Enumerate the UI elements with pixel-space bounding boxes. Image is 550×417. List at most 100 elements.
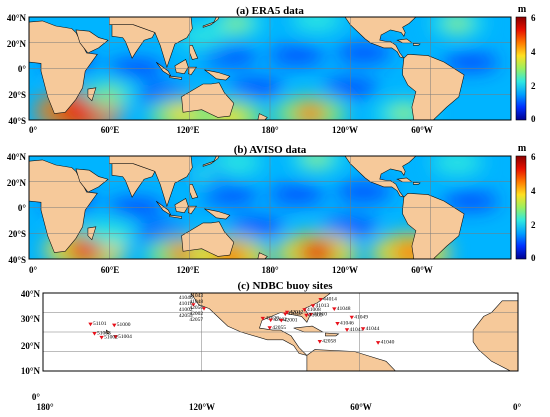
x-tick-label: 0°	[29, 265, 38, 275]
gridlines	[29, 17, 511, 120]
colorbar-tick: 6	[531, 152, 536, 162]
wave-height-peak	[192, 168, 214, 183]
buoy-label: 42058	[322, 339, 336, 345]
land-nz	[257, 113, 268, 120]
buoy-marker	[310, 304, 316, 308]
land-hispaniola	[325, 332, 340, 337]
x-tick-label: 60°W	[350, 402, 372, 412]
low-wave-region	[335, 182, 392, 203]
x-tick-label: 120°W	[189, 402, 215, 412]
x-axis: 180° 120°W 60°W 0°	[36, 402, 521, 412]
buoy-marker	[317, 340, 322, 344]
buoy-label: 42002	[189, 311, 203, 317]
y-tick-label: 40°N	[7, 13, 27, 23]
y-tick-label: 40°N	[21, 289, 41, 299]
buoy-marker	[308, 313, 313, 317]
x-axis: 0° 60°E 120°E 180° 120°W 60°W	[29, 125, 433, 135]
panel-aviso: (b) AVISO data 40°N 20°N 0° 20°S 40°S 0°…	[7, 143, 536, 275]
buoy-marker	[302, 308, 307, 312]
land-borneo	[174, 59, 189, 75]
land-borneo	[174, 198, 189, 214]
land-northamerica	[344, 17, 417, 59]
x-tick-label: 180°	[36, 402, 54, 412]
x-axis: 0° 60°E 120°E 180° 120°W 60°W	[29, 265, 433, 275]
buoy-label: 41048	[189, 299, 203, 305]
buoy-label: 41010	[313, 312, 327, 318]
buoy-label: 42012	[290, 309, 304, 315]
wave-height-peak	[305, 17, 329, 27]
y-tick-label: 40°N	[7, 152, 27, 162]
y-tick-label: 30°N	[21, 314, 41, 324]
buoy-marker	[88, 322, 93, 327]
buoy-marker	[99, 335, 104, 340]
land-hispaniola	[413, 182, 421, 185]
low-wave-region	[442, 52, 499, 73]
panel-era5: (a) ERA5 data 40°N 20°N 0° 20°S 40°S 0° …	[7, 4, 536, 135]
land-arabia	[75, 29, 109, 54]
y-axis: 40°N 20°N 0° 20°S 40°S	[7, 13, 27, 126]
colorbar-tick: 0	[531, 253, 536, 263]
colorbar-tick: 4	[531, 47, 536, 57]
colorbar-tick: 4	[531, 186, 536, 196]
land-layer	[106, 293, 518, 371]
land-japan	[202, 156, 220, 167]
x-tick-label: 120°E	[176, 265, 199, 275]
land-newguinea	[204, 69, 231, 81]
land-tasmania	[223, 121, 227, 124]
land-northamerica	[344, 156, 417, 198]
y-tick-label: 0°	[18, 203, 27, 213]
colorbar-tick: 6	[531, 13, 536, 23]
x-tick-label: 180°	[261, 125, 279, 135]
x-tick-label: 180°	[261, 265, 279, 275]
low-wave-region	[228, 77, 285, 98]
colorbar-tick: 2	[531, 81, 536, 91]
x-tick-label: 120°W	[332, 265, 358, 275]
buoy-label: 41040	[381, 340, 395, 346]
buoy-marker	[268, 318, 273, 323]
buoy-label: 41013	[316, 303, 330, 309]
buoy-label: 41049	[179, 289, 193, 295]
buoy-marker	[260, 316, 265, 321]
land-japan	[202, 17, 220, 28]
panel-title: (a) ERA5 data	[236, 5, 304, 17]
buoy-label: 41009	[309, 312, 323, 318]
land-sulawesi	[188, 66, 197, 76]
land-tasmania	[223, 260, 227, 263]
y-axis: 40°N 20°N 0° 20°S 40°S	[7, 152, 27, 265]
low-wave-region	[201, 184, 258, 205]
panel-title: (b) AVISO data	[234, 144, 307, 156]
buoy-label: 41010	[179, 301, 193, 307]
wave-height-peak	[225, 156, 249, 170]
wave-height-peak	[224, 17, 249, 32]
y-tick-label: 0°	[18, 64, 27, 74]
buoy-marker	[360, 327, 366, 331]
wave-height-peak	[294, 103, 327, 120]
map-frame	[28, 16, 512, 121]
buoy-marker	[113, 335, 118, 339]
map-frame	[42, 292, 519, 372]
low-wave-region	[228, 216, 285, 237]
buoy-label: 51003	[97, 331, 111, 337]
buoy-marker	[332, 307, 337, 311]
buoy-label: 42040	[288, 311, 302, 317]
buoy-marker	[112, 323, 117, 328]
buoy-label: 42057	[189, 317, 203, 323]
buoy-label: 41048	[337, 306, 351, 312]
x-tick-label: 120°W	[332, 125, 358, 135]
y-axis: 40°N 30°N 20°N 10°N 0°	[21, 289, 41, 402]
x-tick-label: 120°E	[176, 125, 199, 135]
x-tick-label: 60°E	[101, 125, 120, 135]
panel-buoys: (c) NDBC buoy sites 51101 51000 51003 51004…	[21, 280, 522, 412]
buoy-label: 51004	[118, 334, 132, 340]
map-frame	[28, 155, 512, 260]
buoy-label: 42055	[272, 325, 286, 331]
colorbar-tick: 0	[531, 114, 536, 124]
land-java	[169, 75, 182, 80]
buoy-label: 42001	[284, 318, 298, 324]
low-wave-region	[268, 45, 325, 66]
buoy-label: 41049	[354, 314, 368, 320]
low-wave-region	[268, 184, 325, 205]
land-layer	[29, 17, 465, 124]
colorbar-unit: m	[518, 4, 527, 15]
